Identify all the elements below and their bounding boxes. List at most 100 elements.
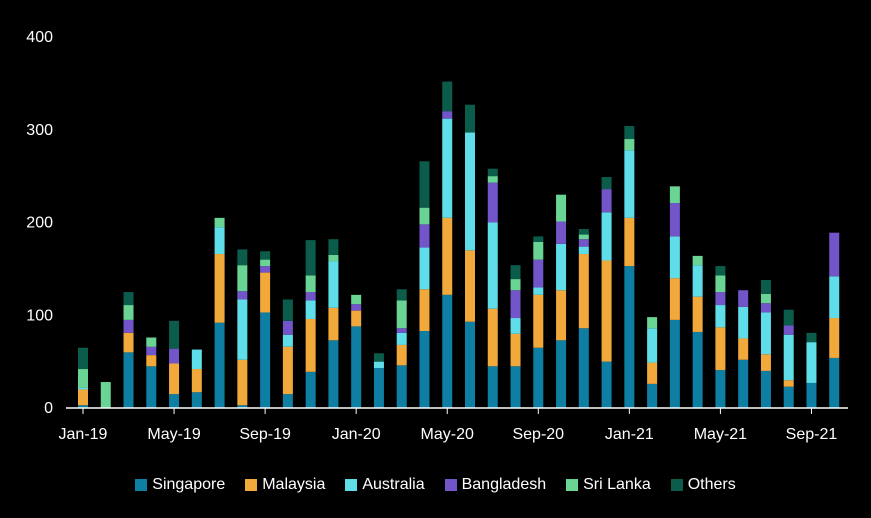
bar-segment-singapore (760, 370, 771, 408)
bar-segment-singapore (601, 361, 612, 409)
bar-segment-sri-lanka (533, 241, 544, 260)
bar-segment-others (419, 161, 430, 208)
bar-segment-others (305, 240, 316, 276)
bar-segment-bangladesh (829, 232, 840, 277)
bar-segment-singapore (282, 394, 293, 408)
x-tick-label: May-19 (147, 426, 200, 443)
bar-segment-sri-lanka (556, 194, 567, 222)
bar-segment-malaysia (396, 344, 407, 366)
bar-segment-australia (738, 306, 749, 339)
bar-segment-bangladesh (783, 325, 794, 335)
bar-segment-others (715, 266, 726, 276)
bar-segment-malaysia (305, 318, 316, 372)
bar-segment-malaysia (191, 369, 202, 393)
bar-segment-australia (647, 328, 658, 363)
bar-segment-bangladesh (715, 292, 726, 306)
bar-segment-sri-lanka (487, 176, 498, 183)
bar-segment-bangladesh (419, 224, 430, 248)
bar-segment-malaysia (237, 359, 248, 406)
bar-segment-bangladesh (396, 328, 407, 333)
bar-segment-malaysia (282, 346, 293, 395)
bar-segment-australia (237, 299, 248, 360)
x-tick-label: May-20 (421, 426, 474, 443)
bar-segment-australia (191, 349, 202, 370)
bar-segment-bangladesh (487, 182, 498, 223)
bar-segment-malaysia (78, 389, 88, 406)
bar-segment-bangladesh (123, 319, 134, 333)
bar-segment-malaysia (169, 363, 180, 395)
bar-segment-malaysia (669, 278, 680, 320)
bar-segment-others (260, 251, 271, 260)
bar-segment-australia (510, 318, 521, 334)
bar-stacks (78, 81, 840, 409)
legend-item-malaysia: Malaysia (245, 476, 325, 494)
legend-label: Bangladesh (461, 476, 547, 493)
bar-segment-singapore (442, 294, 453, 409)
legend-label: Malaysia (262, 476, 326, 493)
bar-segment-malaysia (624, 217, 635, 267)
bar-segment-malaysia (419, 289, 430, 332)
bar-segment-australia (396, 332, 407, 345)
bar-segment-australia (419, 247, 430, 290)
bar-segment-singapore (806, 382, 817, 408)
legend-label: Singapore (152, 476, 226, 493)
legend-item-australia: Australia (345, 476, 425, 494)
bar-segment-sri-lanka (78, 369, 88, 388)
bar-segment-others (373, 353, 384, 362)
bar-segment-singapore (783, 386, 794, 408)
bar-segment-malaysia (783, 380, 794, 387)
bar-segment-singapore (260, 312, 271, 408)
bar-segment-others (760, 280, 771, 294)
legend-swatch (566, 479, 579, 491)
bar-segment-malaysia (123, 332, 134, 353)
bar-segment-australia (806, 342, 817, 383)
bar-segment-malaysia (578, 254, 589, 329)
bar-segment-australia (442, 118, 453, 218)
bar-segment-singapore (829, 357, 840, 409)
x-tick-label: Sep-19 (239, 426, 291, 443)
bar-segment-others (487, 168, 498, 177)
bar-segment-bangladesh (533, 259, 544, 288)
bar-segment-singapore (328, 340, 339, 408)
bar-segment-bangladesh (169, 348, 180, 364)
bar-segment-malaysia (601, 260, 612, 362)
bar-segment-singapore (351, 326, 362, 408)
bar-segment-malaysia (760, 354, 771, 371)
bar-segment-sri-lanka (305, 275, 316, 293)
bar-segment-bangladesh (556, 221, 567, 244)
bar-segment-australia (578, 246, 589, 255)
bar-segment-singapore (578, 328, 589, 409)
bar-segment-sri-lanka (760, 293, 771, 304)
bar-segment-malaysia (351, 310, 362, 327)
bar-segment-australia (305, 300, 316, 319)
bar-segment-others (624, 126, 635, 140)
bar-segment-australia (373, 361, 384, 369)
bar-segment-others (328, 239, 339, 255)
bar-segment-singapore (78, 405, 88, 408)
bar-segment-malaysia (214, 254, 225, 323)
bar-segment-australia (601, 212, 612, 261)
bar-segment-others (237, 249, 248, 266)
bar-segment-others (169, 320, 180, 349)
bar-segment-malaysia (442, 217, 453, 295)
bar-segment-sri-lanka (260, 259, 271, 267)
legend-label: Others (687, 476, 736, 493)
bar-segment-malaysia (829, 318, 840, 358)
bar-segment-australia (624, 150, 635, 218)
legend-swatch (245, 479, 258, 491)
bar-segment-bangladesh (351, 304, 362, 311)
bar-segment-singapore (715, 369, 726, 408)
bar-segment-malaysia (260, 272, 271, 313)
bar-segment-singapore (214, 322, 225, 408)
y-tick-label: 100 (26, 307, 53, 324)
bar-segment-sri-lanka (396, 300, 407, 329)
bar-segment-singapore (738, 359, 749, 408)
bar-segment-bangladesh (578, 239, 589, 247)
bar-segment-sri-lanka (351, 294, 362, 305)
bar-segment-singapore (510, 366, 521, 408)
bar-segment-sri-lanka (328, 254, 339, 262)
bar-segment-bangladesh (260, 266, 271, 273)
bar-segment-australia (533, 287, 544, 295)
bar-segment-sri-lanka (123, 305, 134, 320)
bar-segment-australia (214, 227, 225, 255)
